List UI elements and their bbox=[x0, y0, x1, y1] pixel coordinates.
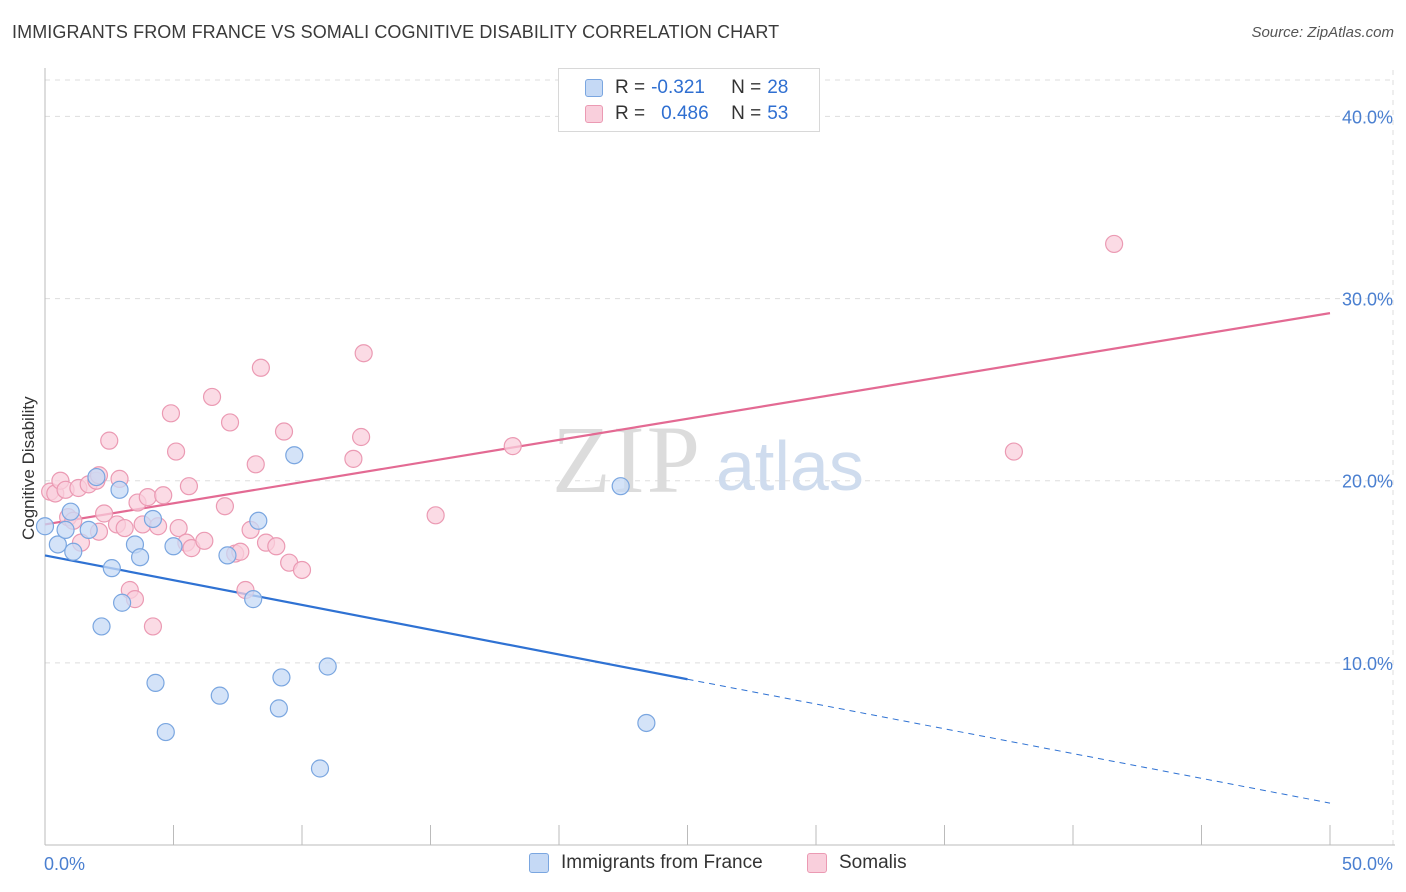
somali-point bbox=[179, 477, 199, 496]
france-point bbox=[48, 535, 67, 554]
y-tick-label: 30.0% bbox=[1342, 290, 1393, 310]
france-point bbox=[87, 467, 106, 487]
somali-point bbox=[267, 537, 286, 556]
france-point bbox=[64, 542, 83, 561]
somali-point bbox=[344, 449, 363, 468]
source-label: Source: ZipAtlas.com bbox=[1251, 24, 1394, 41]
r-value: 0.486 bbox=[661, 103, 709, 124]
somali-legend-label: Somalis bbox=[839, 852, 907, 873]
y-axis-label: Cognitive Disability bbox=[19, 396, 38, 540]
france-point bbox=[156, 722, 175, 742]
france-swatch bbox=[585, 79, 603, 97]
n-value: 28 bbox=[767, 77, 789, 98]
france-point bbox=[611, 477, 630, 496]
france-point bbox=[146, 673, 165, 692]
somali-point bbox=[100, 431, 119, 450]
france-point bbox=[249, 511, 268, 530]
legend-item-somali: Somalis bbox=[807, 852, 907, 874]
somali-point bbox=[215, 497, 234, 516]
france-point bbox=[143, 509, 163, 529]
france-point bbox=[92, 617, 111, 636]
france-point bbox=[112, 593, 132, 612]
trend-line-somali bbox=[44, 312, 1331, 526]
n-label: N = bbox=[731, 103, 762, 124]
legend-item-france: Immigrants from France bbox=[529, 852, 763, 874]
france-point bbox=[269, 699, 288, 718]
somali-point bbox=[115, 518, 134, 538]
tick-labels: 10.0% 20.0% 30.0% 40.0% 0.0% 50.0% bbox=[44, 107, 1393, 874]
france-point bbox=[285, 446, 304, 465]
somali-point bbox=[251, 358, 270, 377]
somali-point bbox=[169, 518, 188, 538]
france-point bbox=[244, 590, 263, 609]
somali-point bbox=[166, 442, 186, 461]
somali-point bbox=[246, 455, 265, 474]
somali-point bbox=[161, 404, 181, 423]
somali-point bbox=[220, 413, 240, 432]
series-legend: Immigrants from France Somalis bbox=[0, 852, 1406, 878]
trend-lines bbox=[44, 312, 1331, 804]
france-point bbox=[110, 480, 129, 499]
somali-point bbox=[143, 617, 163, 636]
legend-row-france: R = -0.321 N = 28 bbox=[585, 75, 788, 101]
france-point bbox=[318, 657, 337, 676]
somali-swatch bbox=[585, 105, 603, 123]
france-point bbox=[164, 537, 183, 556]
france-point bbox=[102, 559, 121, 578]
correlation-legend: R = -0.321 N = 28 R = 0.486 N = 53 bbox=[558, 68, 820, 132]
y-tick-label: 10.0% bbox=[1342, 654, 1393, 674]
axes bbox=[44, 68, 1395, 846]
somali-point bbox=[202, 387, 222, 407]
somali-point bbox=[95, 504, 114, 523]
somali-point bbox=[195, 531, 214, 550]
france-legend-label: Immigrants from France bbox=[561, 852, 763, 873]
x-tick-label: 50.0% bbox=[1342, 854, 1393, 874]
france-point bbox=[56, 520, 75, 539]
somali-point bbox=[292, 560, 312, 580]
watermark-atlas: atlas bbox=[716, 427, 864, 505]
data-points bbox=[35, 234, 1124, 778]
france-point bbox=[637, 713, 656, 733]
france-point bbox=[310, 759, 330, 778]
n-value: 53 bbox=[767, 103, 789, 124]
somali-point bbox=[354, 344, 373, 363]
y-tick-label: 40.0% bbox=[1342, 107, 1393, 127]
somali-point bbox=[426, 506, 445, 525]
y-tick-label: 20.0% bbox=[1342, 472, 1393, 492]
trend-line-france bbox=[44, 554, 688, 681]
somali-point bbox=[154, 486, 173, 505]
trend-line-france-extrapolated bbox=[687, 678, 1331, 804]
r-label: R = bbox=[615, 77, 646, 98]
legend-row-somali: R = 0.486 N = 53 bbox=[585, 101, 788, 127]
chart-title: IMMIGRANTS FROM FRANCE VS SOMALI COGNITI… bbox=[12, 22, 780, 42]
france-point bbox=[35, 517, 55, 536]
somali-point bbox=[1105, 234, 1124, 254]
somali-point bbox=[1004, 442, 1023, 461]
r-value: -0.321 bbox=[651, 77, 705, 98]
france-point bbox=[130, 548, 150, 567]
n-label: N = bbox=[731, 77, 762, 98]
france-point bbox=[218, 546, 237, 565]
somali-point bbox=[138, 488, 157, 507]
france-legend-swatch bbox=[529, 853, 549, 873]
somali-point bbox=[352, 427, 371, 447]
watermark: ZIP atlas bbox=[552, 406, 864, 513]
france-point bbox=[210, 686, 229, 705]
somali-point bbox=[503, 437, 522, 456]
france-point bbox=[61, 502, 80, 521]
r-label: R = bbox=[615, 103, 646, 124]
france-point bbox=[272, 668, 291, 687]
france-point bbox=[79, 520, 98, 539]
x-tick-label: 0.0% bbox=[44, 854, 85, 874]
watermark-zip: ZIP bbox=[552, 406, 702, 513]
somali-point bbox=[274, 422, 294, 441]
somali-legend-swatch bbox=[807, 853, 827, 873]
